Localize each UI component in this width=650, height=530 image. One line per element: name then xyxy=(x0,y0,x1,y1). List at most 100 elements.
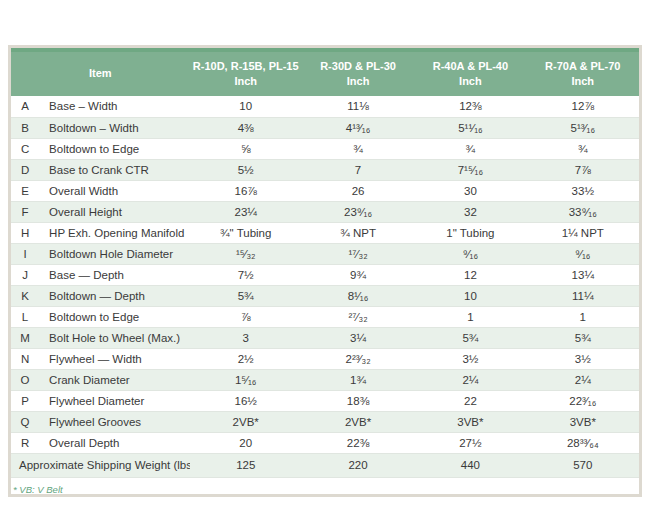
item-label: Base to Crank CTR xyxy=(39,159,189,180)
value-cell: 23¼ xyxy=(190,201,302,222)
value-cell: ¹⁵⁄₃₂ xyxy=(190,243,302,264)
value-cell: 3VB* xyxy=(414,411,526,432)
value-cell: 5¾ xyxy=(527,327,639,348)
column-header-r10d: R-10D, R-15B, PL-15 Inch xyxy=(190,50,302,96)
value-cell: 23⁹⁄₁₆ xyxy=(302,201,414,222)
column-header-r70a-label: R-70A & PL-70 xyxy=(545,60,620,72)
table-header: Item R-10D, R-15B, PL-15 Inch R-30D & PL… xyxy=(11,50,639,96)
row-letter: J xyxy=(11,264,39,285)
shipping-weight-value: 220 xyxy=(302,453,414,477)
value-cell: 1¾ xyxy=(302,369,414,390)
column-header-r30d-label: R-30D & PL-30 xyxy=(320,60,396,72)
value-cell: 3½ xyxy=(527,348,639,369)
table-row: ROverall Depth2022⅜27½28³³⁄₆₄ xyxy=(11,432,639,453)
shipping-weight-value: 570 xyxy=(527,453,639,477)
value-cell: ¹⁷⁄₃₂ xyxy=(302,243,414,264)
value-cell: 22³⁄₁₆ xyxy=(527,390,639,411)
shipping-weight-value: 440 xyxy=(414,453,526,477)
value-cell: 32 xyxy=(414,201,526,222)
value-cell: 27½ xyxy=(414,432,526,453)
table-row: HHP Exh. Opening Manifold¾" Tubing¾ NPT1… xyxy=(11,222,639,243)
item-label: Flywheel — Width xyxy=(39,348,189,369)
value-cell: ⁹⁄₁₆ xyxy=(414,243,526,264)
item-label: Flywheel Grooves xyxy=(39,411,189,432)
value-cell: ⅝ xyxy=(190,138,302,159)
value-cell: 3½ xyxy=(414,348,526,369)
value-cell: 2¼ xyxy=(414,369,526,390)
spec-table-panel: Item R-10D, R-15B, PL-15 Inch R-30D & PL… xyxy=(8,45,642,497)
item-label: Base – Width xyxy=(39,96,189,117)
row-letter: F xyxy=(11,201,39,222)
value-cell: 9¾ xyxy=(302,264,414,285)
value-cell: 2VB* xyxy=(302,411,414,432)
value-cell: 16⅞ xyxy=(190,180,302,201)
table-row: MBolt Hole to Wheel (Max.)33¼5¾5¾ xyxy=(11,327,639,348)
item-label: Boltdown to Edge xyxy=(39,306,189,327)
table-row: FOverall Height23¼23⁹⁄₁₆3233⁹⁄₁₆ xyxy=(11,201,639,222)
table-footer: Approximate Shipping Weight (lbs.) 125 2… xyxy=(11,453,639,477)
value-cell: 5¾ xyxy=(414,327,526,348)
row-letter: E xyxy=(11,180,39,201)
item-label: Flywheel Diameter xyxy=(39,390,189,411)
item-label: Bolt Hole to Wheel (Max.) xyxy=(39,327,189,348)
value-cell: 12⅞ xyxy=(527,96,639,117)
table-row: IBoltdown Hole Diameter¹⁵⁄₃₂¹⁷⁄₃₂⁹⁄₁₆⁹⁄₁… xyxy=(11,243,639,264)
shipping-weight-row: Approximate Shipping Weight (lbs.) 125 2… xyxy=(11,453,639,477)
value-cell: 5½ xyxy=(190,159,302,180)
value-cell: 12⅜ xyxy=(414,96,526,117)
item-label: Boltdown to Edge xyxy=(39,138,189,159)
row-letter: M xyxy=(11,327,39,348)
value-cell: 33½ xyxy=(527,180,639,201)
value-cell: ¾ xyxy=(302,138,414,159)
row-letter: P xyxy=(11,390,39,411)
item-label: Boltdown Hole Diameter xyxy=(39,243,189,264)
value-cell: 3 xyxy=(190,327,302,348)
spec-table: Item R-10D, R-15B, PL-15 Inch R-30D & PL… xyxy=(11,48,639,478)
table-row: ABase – Width1011⅛12⅜12⅞ xyxy=(11,96,639,117)
value-cell: 1⁵⁄₁₆ xyxy=(190,369,302,390)
table-row: BBoltdown – Width4⅜4¹³⁄₁₆5¹¹⁄₁₆5¹³⁄₁₆ xyxy=(11,117,639,138)
value-cell: ¾ NPT xyxy=(302,222,414,243)
value-cell: 5¹³⁄₁₆ xyxy=(527,117,639,138)
column-header-item-label: Item xyxy=(89,67,112,79)
row-letter: K xyxy=(11,285,39,306)
table-row: NFlywheel — Width2½2²³⁄₃₂3½3½ xyxy=(11,348,639,369)
row-letter: I xyxy=(11,243,39,264)
row-letter: L xyxy=(11,306,39,327)
item-label: Boltdown – Width xyxy=(39,117,189,138)
shipping-weight-label: Approximate Shipping Weight (lbs.) xyxy=(11,453,190,477)
row-letter: C xyxy=(11,138,39,159)
column-header-r40a-label: R-40A & PL-40 xyxy=(433,60,508,72)
value-cell: 1" Tubing xyxy=(414,222,526,243)
table-row: JBase — Depth7½9¾1213¼ xyxy=(11,264,639,285)
shipping-weight-value: 125 xyxy=(190,453,302,477)
column-header-r70a: R-70A & PL-70 Inch xyxy=(527,50,639,96)
column-header-r70a-unit: Inch xyxy=(529,74,637,89)
row-letter: D xyxy=(11,159,39,180)
value-cell: 7½ xyxy=(190,264,302,285)
value-cell: ⅞ xyxy=(190,306,302,327)
value-cell: 30 xyxy=(414,180,526,201)
value-cell: ¾" Tubing xyxy=(190,222,302,243)
table-row: KBoltdown — Depth5¾8¹⁄₁₆1011¼ xyxy=(11,285,639,306)
value-cell: 33⁹⁄₁₆ xyxy=(527,201,639,222)
value-cell: 7¹⁵⁄₁₆ xyxy=(414,159,526,180)
column-header-item: Item xyxy=(11,50,190,96)
value-cell: 7 xyxy=(302,159,414,180)
row-letter: B xyxy=(11,117,39,138)
value-cell: 4⅜ xyxy=(190,117,302,138)
value-cell: 11⅛ xyxy=(302,96,414,117)
value-cell: 8¹⁄₁₆ xyxy=(302,285,414,306)
row-letter: H xyxy=(11,222,39,243)
value-cell: 18⅜ xyxy=(302,390,414,411)
value-cell: 22 xyxy=(414,390,526,411)
value-cell: 26 xyxy=(302,180,414,201)
column-header-r30d-unit: Inch xyxy=(304,74,412,89)
value-cell: 2²³⁄₃₂ xyxy=(302,348,414,369)
value-cell: ¾ xyxy=(527,138,639,159)
table-row: DBase to Crank CTR5½77¹⁵⁄₁₆7⅞ xyxy=(11,159,639,180)
row-letter: R xyxy=(11,432,39,453)
value-cell: 5¾ xyxy=(190,285,302,306)
value-cell: 2VB* xyxy=(190,411,302,432)
value-cell: 12 xyxy=(414,264,526,285)
